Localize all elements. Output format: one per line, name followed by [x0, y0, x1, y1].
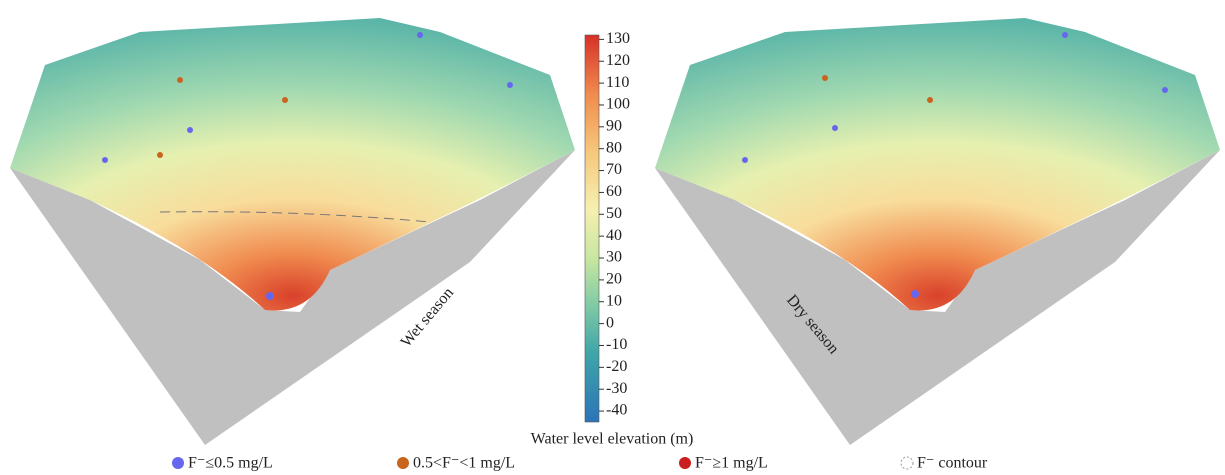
- colorbar: [585, 35, 599, 422]
- tick-label: 90: [606, 118, 622, 135]
- tick-label: -20: [606, 358, 627, 375]
- tick-label: 110: [606, 74, 629, 91]
- tick-label: 120: [606, 52, 630, 69]
- tick-label: 60: [606, 183, 622, 200]
- tick-label: -10: [606, 336, 627, 353]
- tick-label: 0: [606, 314, 614, 331]
- tick-label: 70: [606, 161, 622, 178]
- tick-label: 100: [606, 96, 630, 113]
- tick-label: 130: [606, 30, 630, 47]
- legend-label: F⁻≥1 mg/L: [695, 455, 768, 472]
- figure: Wet season Dry season Water level elevat…: [0, 0, 1225, 475]
- legend-marker: [172, 457, 184, 469]
- panel: [10, 18, 575, 445]
- tick-label: -30: [606, 380, 627, 397]
- panel: [655, 18, 1220, 445]
- legend-marker: [679, 457, 691, 469]
- legend-label: 0.5<F⁻<1 mg/L: [413, 455, 515, 472]
- tick-label: 20: [606, 271, 622, 288]
- legend-marker: [901, 457, 913, 469]
- legend-label: F⁻≤0.5 mg/L: [188, 455, 273, 472]
- tick-label: 30: [606, 249, 622, 266]
- tick-label: -40: [606, 402, 627, 419]
- legend-label: F⁻ contour: [917, 455, 988, 472]
- tick-label: 40: [606, 227, 622, 244]
- tick-label: 10: [606, 292, 622, 309]
- tick-label: 50: [606, 205, 622, 222]
- legend-marker: [397, 457, 409, 469]
- tick-label: 80: [606, 139, 622, 156]
- colorbar-label: Water level elevation (m): [531, 431, 694, 448]
